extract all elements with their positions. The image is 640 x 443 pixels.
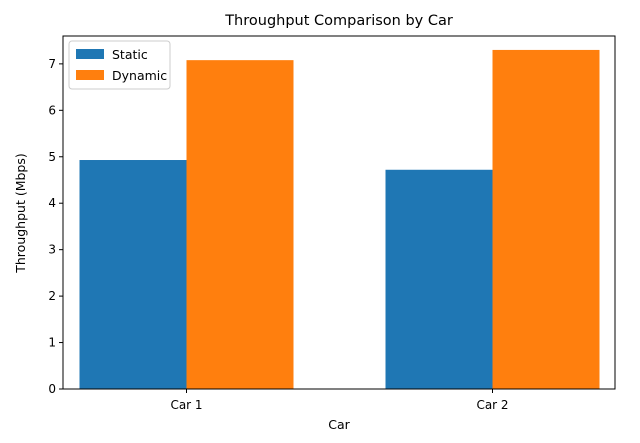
- x-axis-label: Car: [328, 417, 350, 432]
- y-tick-label: 6: [48, 103, 56, 117]
- legend-label-dynamic: Dynamic: [112, 68, 167, 83]
- x-tick-label: Car 2: [476, 398, 508, 412]
- y-axis-label: Throughput (Mbps): [13, 153, 28, 274]
- x-tick-label: Car 1: [170, 398, 202, 412]
- y-tick-label: 1: [48, 336, 56, 350]
- legend-swatch-dynamic: [76, 70, 104, 80]
- bar-static-car-2: [385, 169, 493, 389]
- y-tick-label: 2: [48, 289, 56, 303]
- axes-frame: [62, 35, 616, 390]
- y-tick-label: 7: [48, 57, 56, 71]
- legend-label-static: Static: [112, 47, 148, 62]
- y-tick-label: 5: [48, 150, 56, 164]
- bar-dynamic-car-1: [186, 60, 294, 390]
- plot-area: 0 1 2 3 4 5 6 7 Car 1 Car 2: [48, 35, 616, 412]
- bar-static-car-1: [79, 160, 187, 389]
- legend: Static Dynamic: [68, 40, 171, 90]
- bar-dynamic-car-2: [492, 49, 600, 390]
- y-tick-label: 4: [48, 196, 56, 210]
- y-tick-label: 3: [48, 243, 56, 257]
- y-tick-label: 0: [48, 382, 56, 396]
- legend-swatch-static: [76, 49, 104, 59]
- chart-title: Throughput Comparison by Car: [224, 13, 453, 29]
